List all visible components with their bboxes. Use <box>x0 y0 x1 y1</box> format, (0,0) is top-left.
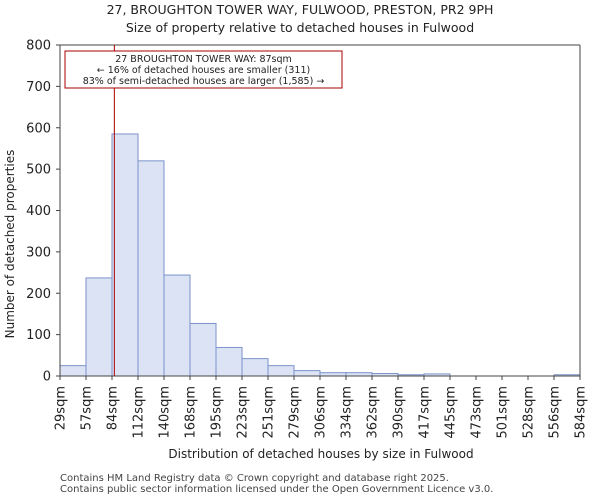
x-tick-label-528sqm: 528sqm <box>522 386 537 439</box>
x-tick-label-84sqm: 84sqm <box>106 386 121 430</box>
y-tick-label-600: 600 <box>26 121 51 136</box>
bar-29sqm <box>59 365 87 377</box>
x-tick-label-279sqm: 279sqm <box>288 386 303 439</box>
annotation-box <box>64 50 343 89</box>
y-tick-label-400: 400 <box>26 204 51 219</box>
x-tick-label-390sqm: 390sqm <box>392 386 407 439</box>
y-tick-label-800: 800 <box>26 39 51 54</box>
bar-195sqm <box>215 346 243 377</box>
bar-57sqm <box>85 277 113 377</box>
x-tick-label-223sqm: 223sqm <box>236 386 251 439</box>
x-tick-label-140sqm: 140sqm <box>158 386 173 439</box>
x-tick-label-168sqm: 168sqm <box>184 386 199 439</box>
annotation-line-2: ← 16% of detached houses are smaller (31… <box>97 65 310 76</box>
x-tick-label-501sqm: 501sqm <box>496 386 511 439</box>
x-tick-label-445sqm: 445sqm <box>444 386 459 439</box>
bar-112sqm <box>137 160 165 377</box>
bar-223sqm <box>241 358 269 377</box>
y-axis-label: Number of detached properties <box>3 150 17 339</box>
x-tick-label-417sqm: 417sqm <box>418 386 433 439</box>
x-tick-label-57sqm: 57sqm <box>80 386 95 430</box>
x-tick-label-473sqm: 473sqm <box>470 386 485 439</box>
y-tick-label-500: 500 <box>26 163 51 178</box>
bar-140sqm <box>163 274 191 377</box>
x-tick-label-334sqm: 334sqm <box>340 386 355 439</box>
y-tick-label-700: 700 <box>26 80 51 95</box>
y-tick-label-100: 100 <box>26 328 51 343</box>
annotation-line-3: 83% of semi-detached houses are larger (… <box>83 76 325 87</box>
x-tick-label-112sqm: 112sqm <box>132 386 147 439</box>
y-tick-label-200: 200 <box>26 287 51 302</box>
x-tick-label-584sqm: 584sqm <box>574 386 589 439</box>
bar-84sqm <box>111 133 139 377</box>
chart-title: 27, BROUGHTON TOWER WAY, FULWOOD, PRESTO… <box>107 2 494 17</box>
chart-subtitle: Size of property relative to detached ho… <box>126 20 474 35</box>
bar-279sqm <box>293 370 321 377</box>
x-tick-label-251sqm: 251sqm <box>262 386 277 439</box>
x-tick-label-556sqm: 556sqm <box>548 386 563 439</box>
y-tick-label-300: 300 <box>26 245 51 260</box>
annotation-line-1: 27 BROUGHTON TOWER WAY: 87sqm <box>115 54 292 65</box>
x-axis-label: Distribution of detached houses by size … <box>168 447 473 461</box>
bar-168sqm <box>189 322 217 377</box>
x-tick-label-195sqm: 195sqm <box>210 386 225 439</box>
footer-copyright: Contains HM Land Registry data © Crown c… <box>60 473 449 484</box>
x-tick-label-29sqm: 29sqm <box>54 386 69 430</box>
x-tick-label-306sqm: 306sqm <box>314 386 329 439</box>
footer-licence: Contains public sector information licen… <box>60 484 494 495</box>
bar-251sqm <box>267 365 295 377</box>
y-tick-label-0: 0 <box>43 370 51 385</box>
x-tick-label-362sqm: 362sqm <box>366 386 381 439</box>
